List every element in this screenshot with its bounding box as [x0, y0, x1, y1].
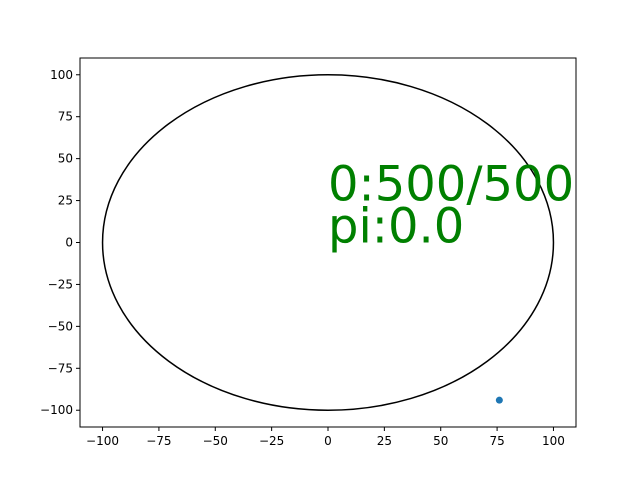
y-tick-label: −25 — [48, 277, 73, 291]
x-tick-label: −100 — [86, 434, 119, 448]
scatter-point-0 — [495, 396, 503, 404]
x-tick-label: 100 — [542, 434, 565, 448]
x-tick-label: 50 — [433, 434, 448, 448]
orbit-circle — [101, 74, 555, 411]
y-axis-ticks: −100 −75 −50 −25 0 25 50 75 100 — [40, 68, 80, 417]
x-axis-ticks: −100 −75 −50 −25 0 25 50 75 100 — [86, 427, 565, 448]
annotation-text-1: pi:0.0 — [328, 199, 464, 255]
y-tick-label: 75 — [58, 110, 73, 124]
x-tick-label: 25 — [377, 434, 392, 448]
y-tick-label: 25 — [58, 194, 73, 208]
y-tick-label: 0 — [65, 236, 73, 250]
x-tick-label: −25 — [259, 434, 284, 448]
y-tick-label: −50 — [48, 319, 73, 333]
y-tick-label: 100 — [50, 68, 73, 82]
x-tick-label: 75 — [489, 434, 504, 448]
x-tick-label: 0 — [324, 434, 332, 448]
plot-marks — [101, 74, 555, 411]
x-tick-label: −50 — [203, 434, 228, 448]
y-tick-label: −100 — [40, 403, 73, 417]
y-tick-label: −75 — [48, 361, 73, 375]
y-tick-label: 50 — [58, 152, 73, 166]
x-tick-label: −75 — [146, 434, 171, 448]
annotation-text-0: 0:500/500 — [328, 157, 574, 213]
